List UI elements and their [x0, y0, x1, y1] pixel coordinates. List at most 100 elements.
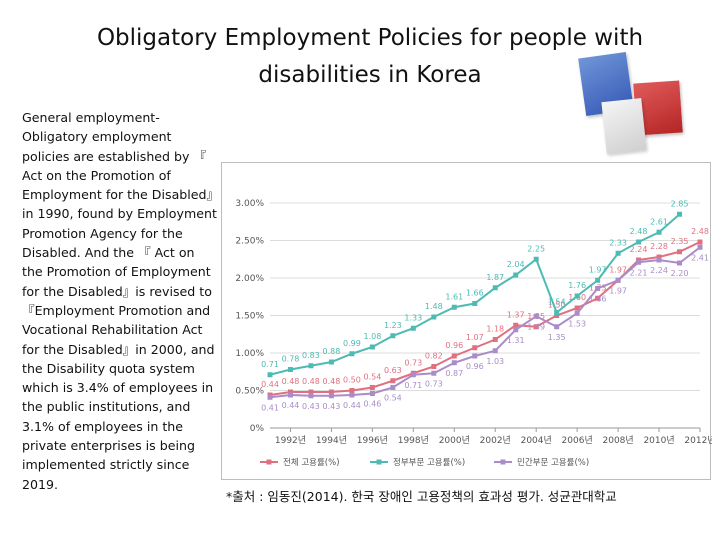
slide-title: Obligatory Employment Policies for peopl…	[96, 25, 644, 88]
data-label: 2.61	[650, 217, 668, 226]
data-label: 1.97	[609, 265, 627, 274]
data-label: 2.25	[527, 244, 545, 253]
x-tick-label: 1994년	[316, 435, 347, 446]
data-point	[574, 305, 580, 311]
data-label: 0.46	[363, 400, 381, 409]
data-point	[390, 333, 396, 339]
data-label: 0.73	[425, 379, 443, 388]
data-point	[554, 310, 560, 315]
series-line	[269, 246, 701, 399]
data-point	[267, 372, 273, 378]
x-tick-label: 2012년	[684, 435, 712, 446]
data-label: 1.53	[568, 319, 586, 328]
data-point	[697, 244, 703, 250]
data-label: 0.44	[282, 401, 300, 410]
x-tick-label: 2010년	[643, 435, 674, 446]
data-label: 2.24	[630, 245, 648, 254]
data-point	[349, 392, 355, 398]
data-point	[677, 260, 683, 266]
data-point	[574, 293, 580, 299]
data-label: 1.37	[507, 310, 525, 319]
y-tick-label: 2.00%	[235, 274, 264, 284]
data-point	[328, 389, 334, 395]
y-tick-label: 1.50%	[235, 312, 264, 322]
data-label: 1.97	[589, 265, 607, 274]
data-point	[328, 393, 334, 399]
data-label: 1.03	[486, 357, 504, 366]
data-point	[431, 364, 437, 369]
data-point	[349, 388, 355, 393]
data-label: 0.83	[302, 351, 320, 360]
legend-label: 민간부문 고용률(%)	[517, 457, 589, 468]
data-point	[287, 367, 293, 372]
data-label: 0.43	[323, 402, 341, 411]
data-point	[636, 259, 642, 265]
x-tick-label: 2000년	[439, 435, 470, 446]
data-label: 1.50	[548, 301, 566, 310]
data-point	[369, 385, 375, 390]
data-label: 2.48	[691, 227, 709, 236]
x-tick-label: 2006년	[562, 435, 593, 446]
data-label: 1.54	[548, 298, 566, 307]
data-point	[513, 327, 519, 333]
data-point	[595, 277, 601, 283]
data-label: 1.49	[527, 322, 545, 331]
data-label: 0.71	[261, 360, 279, 369]
legend-marker	[376, 459, 382, 465]
data-point	[472, 345, 478, 351]
data-point	[636, 239, 642, 245]
data-point	[533, 313, 539, 319]
data-label: 0.48	[282, 377, 300, 386]
data-label: 1.76	[568, 281, 586, 290]
data-label: 0.78	[282, 355, 300, 364]
data-point	[308, 363, 314, 369]
data-label: 2.20	[671, 269, 689, 278]
data-label: 1.07	[466, 333, 484, 342]
legend-marker	[266, 459, 272, 465]
data-label: 0.54	[363, 373, 381, 382]
data-label: 1.08	[363, 332, 381, 341]
data-label: 0.96	[445, 341, 463, 350]
data-label: 0.73	[404, 358, 422, 367]
data-label: 0.44	[261, 380, 279, 389]
data-point	[677, 211, 683, 217]
y-tick-label: 3.00%	[235, 199, 264, 209]
data-label: 2.28	[650, 242, 668, 251]
data-label: 1.97	[609, 286, 627, 295]
x-tick-label: 1992년	[275, 435, 306, 446]
legend-label: 정부부문 고용률(%)	[393, 457, 465, 468]
data-point	[574, 310, 580, 316]
data-point	[390, 385, 396, 390]
data-label: 0.82	[425, 352, 443, 361]
data-label: 1.18	[486, 325, 504, 334]
data-label: 1.35	[548, 333, 566, 342]
data-point	[287, 392, 293, 398]
data-label: 0.71	[404, 381, 422, 390]
legend-marker	[500, 459, 506, 465]
data-point	[554, 313, 560, 318]
data-label: 0.43	[302, 402, 320, 411]
data-label: 0.99	[343, 339, 361, 348]
x-tick-label: 1996년	[357, 435, 388, 446]
data-point	[369, 391, 375, 396]
data-point	[533, 324, 539, 330]
data-point	[656, 257, 662, 263]
data-label: 0.44	[343, 401, 361, 410]
y-tick-label: 0%	[250, 424, 265, 434]
data-point	[492, 285, 498, 291]
data-label: 2.33	[609, 238, 627, 247]
data-label: 1.86	[589, 295, 607, 304]
body-paragraph: General employment-Obligatory employment…	[22, 110, 217, 492]
data-label: 1.48	[425, 302, 443, 311]
data-point	[287, 389, 293, 395]
data-label: 1.33	[404, 313, 422, 322]
data-label: 1.66	[466, 289, 484, 298]
x-tick-label: 2004년	[521, 435, 552, 446]
data-label: 2.85	[671, 199, 689, 208]
data-point	[451, 353, 457, 359]
data-label: 1.61	[445, 292, 463, 301]
data-point	[554, 324, 560, 330]
y-tick-label: 0.50%	[235, 387, 264, 397]
x-tick-label: 1998년	[398, 435, 429, 446]
data-point	[472, 301, 478, 306]
